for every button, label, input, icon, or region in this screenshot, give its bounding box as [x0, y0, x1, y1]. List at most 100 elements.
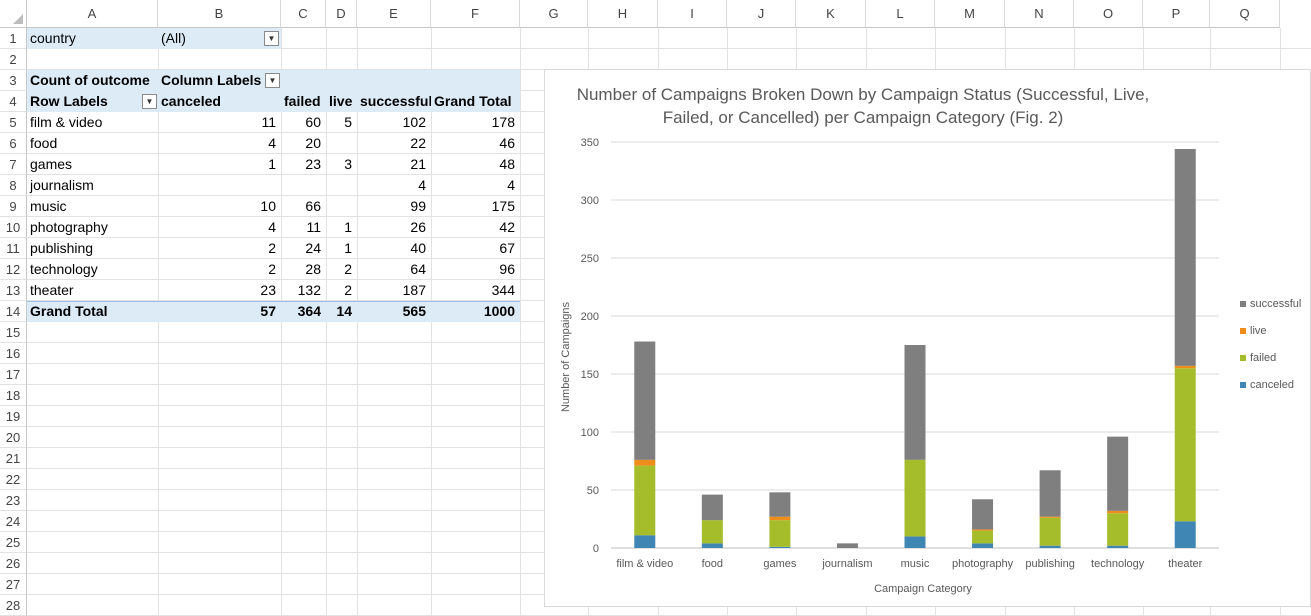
- pivot-row-label[interactable]: technology: [30, 261, 98, 277]
- pivot-cell-failed[interactable]: 23: [305, 156, 321, 172]
- row-header[interactable]: 12: [0, 259, 27, 280]
- pivot-row-label[interactable]: theater: [30, 282, 74, 298]
- pivot-cell-live[interactable]: [326, 133, 357, 154]
- grand-total-total[interactable]: 1000: [483, 303, 515, 319]
- header-live[interactable]: live: [329, 93, 353, 109]
- column-header[interactable]: I: [658, 0, 727, 28]
- row-header[interactable]: 4: [0, 91, 27, 112]
- column-header[interactable]: P: [1143, 0, 1210, 28]
- row-header[interactable]: 5: [0, 112, 27, 133]
- pivot-cell-canceled[interactable]: 11: [261, 114, 276, 130]
- pivot-cell-successful[interactable]: 22: [410, 135, 426, 151]
- column-header[interactable]: E: [357, 0, 431, 28]
- pivot-row-labels[interactable]: Row Labels: [30, 93, 108, 109]
- filter-label[interactable]: country: [30, 30, 76, 46]
- column-header[interactable]: H: [588, 0, 658, 28]
- pivot-column-labels[interactable]: Column Labels: [161, 72, 262, 88]
- pivot-cell-successful[interactable]: 187: [402, 282, 426, 298]
- pivot-cell-successful[interactable]: 102: [402, 114, 426, 130]
- pivot-cell-live[interactable]: 2: [344, 261, 352, 277]
- column-header[interactable]: Q: [1210, 0, 1280, 28]
- pivot-cell-failed[interactable]: 66: [305, 198, 321, 214]
- pivot-cell-failed[interactable]: 24: [305, 240, 321, 256]
- pivot-value-label[interactable]: Count of outcome: [30, 72, 150, 88]
- pivot-row-label[interactable]: photography: [30, 219, 108, 235]
- pivot-row-label[interactable]: publishing: [30, 240, 94, 256]
- pivot-cell-successful[interactable]: 21: [410, 156, 426, 172]
- row-header[interactable]: 21: [0, 448, 27, 469]
- row-header[interactable]: 14: [0, 301, 27, 322]
- pivot-cell-failed[interactable]: [281, 175, 326, 196]
- column-header[interactable]: D: [326, 0, 357, 28]
- row-header[interactable]: 10: [0, 217, 27, 238]
- pivot-row-label[interactable]: journalism: [30, 177, 94, 193]
- pivot-cell-canceled[interactable]: 2: [268, 261, 276, 277]
- column-header[interactable]: F: [431, 0, 520, 28]
- grand-total-successful[interactable]: 565: [402, 303, 426, 319]
- row-header[interactable]: 2: [0, 49, 27, 70]
- header-failed[interactable]: failed: [284, 93, 321, 109]
- row-header[interactable]: 27: [0, 574, 27, 595]
- pivot-cell-total[interactable]: 4: [507, 177, 515, 193]
- pivot-cell-live[interactable]: 5: [344, 114, 352, 130]
- pivot-cell-canceled[interactable]: 4: [268, 219, 276, 235]
- row-header[interactable]: 16: [0, 343, 27, 364]
- row-header[interactable]: 20: [0, 427, 27, 448]
- row-header[interactable]: 13: [0, 280, 27, 301]
- column-header[interactable]: B: [158, 0, 281, 28]
- column-header[interactable]: A: [27, 0, 158, 28]
- row-header[interactable]: 15: [0, 322, 27, 343]
- row-header[interactable]: 7: [0, 154, 27, 175]
- pivot-cell-total[interactable]: 48: [499, 156, 515, 172]
- pivot-cell-live[interactable]: 1: [344, 219, 352, 235]
- pivot-cell-live[interactable]: 1: [344, 240, 352, 256]
- column-labels-dropdown-icon[interactable]: ▼: [265, 73, 280, 88]
- row-header[interactable]: 3: [0, 70, 27, 91]
- pivot-row-label[interactable]: film & video: [30, 114, 103, 130]
- pivot-row-label[interactable]: food: [30, 135, 58, 151]
- row-header[interactable]: 11: [0, 238, 27, 259]
- pivot-cell-failed[interactable]: 20: [305, 135, 321, 151]
- pivot-cell-failed[interactable]: 28: [305, 261, 321, 277]
- row-header[interactable]: 9: [0, 196, 27, 217]
- row-labels-dropdown-icon[interactable]: ▼: [142, 94, 157, 109]
- grand-total-canceled[interactable]: 57: [260, 303, 276, 319]
- pivot-cell-total[interactable]: 344: [491, 282, 515, 298]
- pivot-cell-canceled[interactable]: [158, 175, 281, 196]
- pivot-cell-live[interactable]: 2: [344, 282, 352, 298]
- header-grand-total[interactable]: Grand Total: [434, 93, 512, 109]
- pivot-cell-canceled[interactable]: 4: [268, 135, 276, 151]
- pivot-cell-live[interactable]: [326, 175, 357, 196]
- header-successful[interactable]: successful: [360, 93, 431, 109]
- column-header[interactable]: N: [1005, 0, 1074, 28]
- row-header[interactable]: 17: [0, 364, 27, 385]
- column-header[interactable]: M: [935, 0, 1005, 28]
- pivot-row-label[interactable]: games: [30, 156, 73, 172]
- header-canceled[interactable]: canceled: [161, 93, 221, 109]
- filter-value[interactable]: (All): [161, 30, 186, 46]
- pivot-cell-live[interactable]: [326, 196, 357, 217]
- row-header[interactable]: 1: [0, 28, 27, 49]
- column-header[interactable]: L: [866, 0, 935, 28]
- row-header[interactable]: 28: [0, 595, 27, 616]
- select-all-corner[interactable]: [0, 0, 27, 28]
- row-header[interactable]: 19: [0, 406, 27, 427]
- pivot-cell-successful[interactable]: 26: [410, 219, 426, 235]
- row-header[interactable]: 23: [0, 490, 27, 511]
- pivot-cell-canceled[interactable]: 10: [260, 198, 276, 214]
- pivot-cell-successful[interactable]: 99: [410, 198, 426, 214]
- column-header[interactable]: J: [727, 0, 796, 28]
- row-header[interactable]: 22: [0, 469, 27, 490]
- filter-dropdown-icon[interactable]: ▼: [264, 31, 279, 46]
- row-header[interactable]: 8: [0, 175, 27, 196]
- column-header[interactable]: O: [1074, 0, 1143, 28]
- pivot-cell-successful[interactable]: 4: [418, 177, 426, 193]
- row-header[interactable]: 24: [0, 511, 27, 532]
- pivot-cell-live[interactable]: 3: [344, 156, 352, 172]
- pivot-cell-successful[interactable]: 40: [410, 240, 426, 256]
- pivot-cell-failed[interactable]: 11: [306, 219, 321, 235]
- pivot-cell-total[interactable]: 178: [491, 114, 515, 130]
- pivot-cell-canceled[interactable]: 1: [268, 156, 276, 172]
- pivot-cell-successful[interactable]: 64: [410, 261, 426, 277]
